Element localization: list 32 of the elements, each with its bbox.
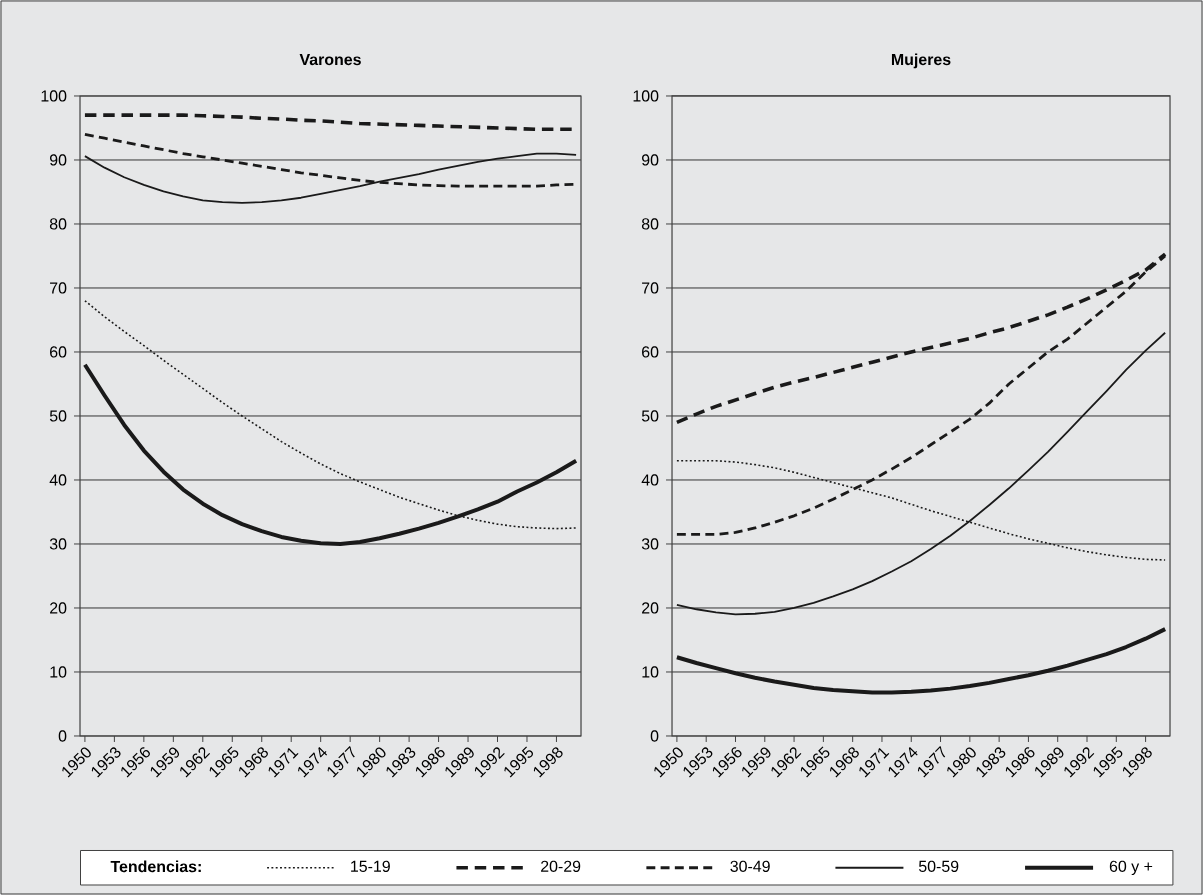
y-tick-label: 10 (50, 666, 67, 678)
legend-label: 15-19 (351, 860, 390, 872)
y-tick-label: 100 (41, 90, 67, 102)
y-tick-label: 50 (641, 410, 659, 422)
y-tick-label: 20 (642, 602, 659, 614)
y-tick-label: 0 (650, 730, 659, 742)
legend-title: Tendencias: (110, 860, 201, 873)
y-tick-label: 40 (49, 474, 67, 486)
y-tick-label: 80 (641, 218, 659, 230)
line-series (674, 627, 1168, 695)
y-tick-label: 50 (49, 410, 67, 422)
legend-label: 60 y + (1109, 860, 1153, 876)
y-tick-label: 70 (50, 282, 67, 294)
y-tick-label: 70 (642, 282, 659, 294)
y-tick-label: 100 (633, 90, 659, 102)
legend-label: 50-59 (918, 860, 959, 872)
legend-label: 20-29 (541, 860, 581, 872)
line-series (676, 331, 1167, 616)
y-tick-label: 90 (642, 154, 659, 166)
y-tick-label: 20 (50, 602, 67, 614)
y-tick-label: 80 (49, 218, 67, 230)
y-tick-label: 10 (642, 666, 659, 678)
y-tick-label: 60 (642, 346, 659, 358)
chart-title: Mujeres (891, 53, 951, 69)
chart-title: Varones (299, 54, 361, 66)
legend-label: 30-49 (730, 860, 770, 872)
y-tick-label: 0 (58, 730, 67, 742)
y-tick-label: 30 (49, 538, 67, 550)
y-tick-label: 90 (49, 154, 67, 166)
y-tick-label: 40 (641, 474, 659, 486)
y-tick-label: 60 (50, 346, 67, 358)
y-tick-label: 30 (641, 538, 659, 550)
